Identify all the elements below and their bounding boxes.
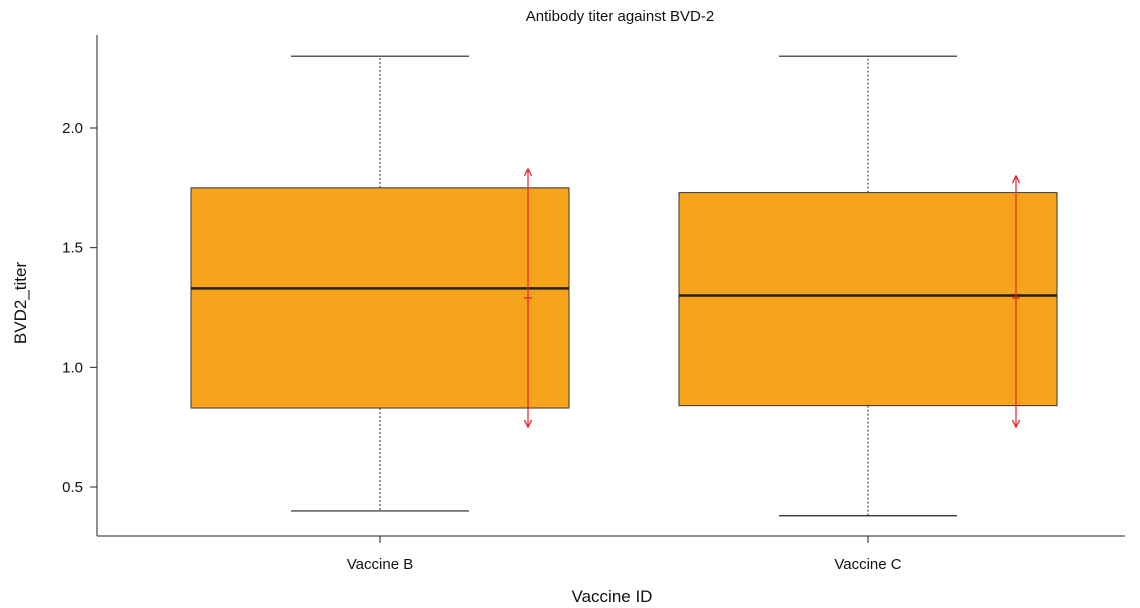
x-axis-label: Vaccine ID (572, 587, 653, 606)
iqr-box (190, 187, 570, 409)
y-tick-label: 2.0 (62, 120, 83, 137)
chart-title: Antibody titer against BVD-2 (526, 8, 714, 25)
y-axis-label: BVD2_titer (11, 262, 30, 345)
x-tick-label: Vaccine C (834, 556, 901, 573)
plot-area (190, 55, 1058, 517)
y-tick-label: 1.0 (62, 359, 83, 376)
iqr-box (678, 192, 1058, 407)
y-axis-ticks: 0.5 1.0 1.5 2.0 (62, 120, 97, 496)
box-group (678, 55, 1058, 517)
x-tick-label: Vaccine B (347, 556, 413, 573)
y-tick-label: 1.5 (62, 240, 83, 257)
y-tick-label: 0.5 (62, 479, 83, 496)
x-axis-ticks: Vaccine B Vaccine C (347, 536, 902, 573)
box-group (190, 55, 570, 512)
